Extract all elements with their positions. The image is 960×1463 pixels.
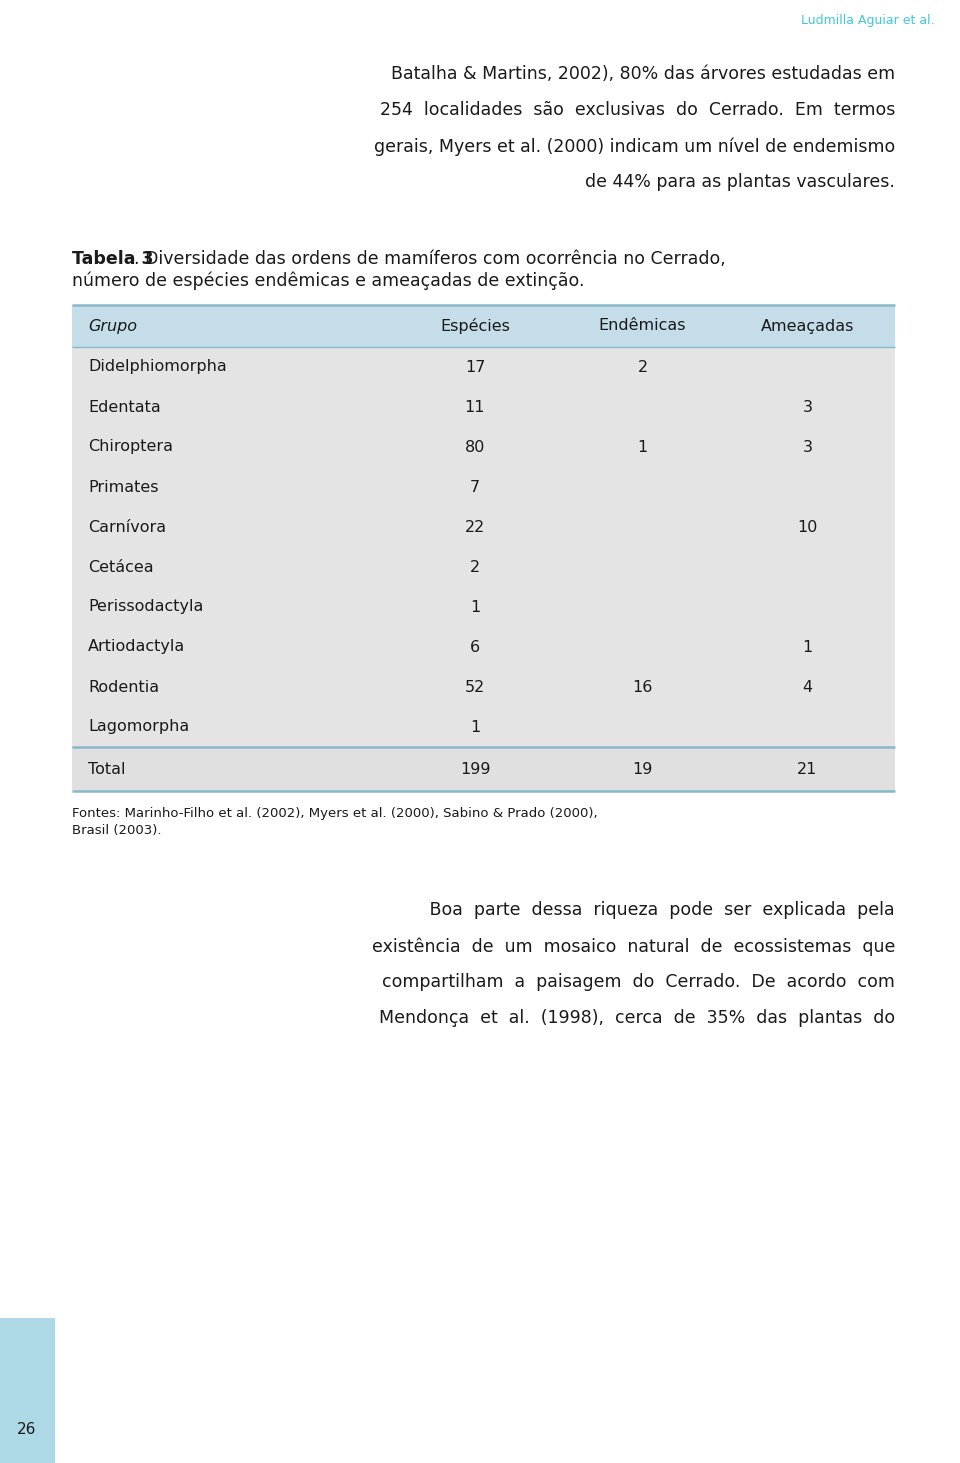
Text: Carnívora: Carnívora — [88, 519, 166, 534]
Text: 3: 3 — [803, 399, 812, 414]
Text: 16: 16 — [633, 679, 653, 695]
Bar — [72, 628, 895, 667]
Text: . Diversidade das ordens de mamíferos com ocorrência no Cerrado,: . Diversidade das ordens de mamíferos co… — [134, 250, 726, 268]
Text: Endêmicas: Endêmicas — [599, 319, 686, 334]
Text: 26: 26 — [17, 1422, 36, 1438]
Text: 80: 80 — [465, 439, 485, 455]
Text: 21: 21 — [798, 762, 818, 777]
Text: Edentata: Edentata — [88, 399, 160, 414]
Text: Ludmilla Aguiar et al.: Ludmilla Aguiar et al. — [802, 15, 935, 26]
Text: 52: 52 — [465, 679, 485, 695]
Bar — [72, 667, 895, 707]
Text: 19: 19 — [633, 762, 653, 777]
Text: 199: 199 — [460, 762, 491, 777]
Bar — [72, 427, 895, 467]
Text: Primates: Primates — [88, 480, 158, 494]
Text: 17: 17 — [465, 360, 485, 375]
Text: Fontes: Marinho-Filho et al. (2002), Myers et al. (2000), Sabino & Prado (2000),: Fontes: Marinho-Filho et al. (2002), Mye… — [72, 808, 598, 819]
Text: 2: 2 — [637, 360, 648, 375]
Text: Tabela 3: Tabela 3 — [72, 250, 154, 268]
Bar — [72, 508, 895, 547]
Text: existência  de  um  mosaico  natural  de  ecossistemas  que: existência de um mosaico natural de ecos… — [372, 936, 895, 955]
Text: Grupo: Grupo — [88, 319, 137, 334]
Text: Brasil (2003).: Brasil (2003). — [72, 824, 161, 837]
Text: número de espécies endêmicas e ameaçadas de extinção.: número de espécies endêmicas e ameaçadas… — [72, 272, 585, 291]
Text: 22: 22 — [465, 519, 485, 534]
Text: Batalha & Martins, 2002), 80% das árvores estudadas em: Batalha & Martins, 2002), 80% das árvore… — [391, 64, 895, 83]
Text: Perissodactyla: Perissodactyla — [88, 600, 204, 614]
Text: 1: 1 — [637, 439, 648, 455]
Bar — [72, 467, 895, 508]
Text: 7: 7 — [470, 480, 480, 494]
Text: Cetácea: Cetácea — [88, 559, 154, 575]
Text: 1: 1 — [469, 600, 480, 614]
Text: 6: 6 — [470, 639, 480, 654]
Bar — [72, 347, 895, 388]
Text: 3: 3 — [803, 439, 812, 455]
Text: Mendonça  et  al.  (1998),  cerca  de  35%  das  plantas  do: Mendonça et al. (1998), cerca de 35% das… — [379, 1009, 895, 1027]
Text: Total: Total — [88, 762, 126, 777]
Text: Rodentia: Rodentia — [88, 679, 159, 695]
Text: 1: 1 — [469, 720, 480, 734]
Text: 10: 10 — [798, 519, 818, 534]
Text: de 44% para as plantas vasculares.: de 44% para as plantas vasculares. — [586, 173, 895, 192]
Text: 4: 4 — [803, 679, 812, 695]
Text: Lagomorpha: Lagomorpha — [88, 720, 189, 734]
Bar — [72, 388, 895, 427]
Text: gerais, Myers et al. (2000) indicam um nível de endemismo: gerais, Myers et al. (2000) indicam um n… — [373, 138, 895, 155]
Text: Artiodactyla: Artiodactyla — [88, 639, 185, 654]
Bar — [72, 587, 895, 628]
Bar — [72, 707, 895, 748]
Bar — [72, 304, 895, 347]
Text: Didelphiomorpha: Didelphiomorpha — [88, 360, 227, 375]
Text: Espécies: Espécies — [440, 317, 510, 334]
Text: compartilham  a  paisagem  do  Cerrado.  De  acordo  com: compartilham a paisagem do Cerrado. De a… — [382, 973, 895, 990]
Text: Boa  parte  dessa  riqueza  pode  ser  explicada  pela: Boa parte dessa riqueza pode ser explica… — [402, 901, 895, 919]
Text: Chiroptera: Chiroptera — [88, 439, 173, 455]
Text: 254  localidades  são  exclusivas  do  Cerrado.  Em  termos: 254 localidades são exclusivas do Cerrad… — [379, 101, 895, 119]
Bar — [72, 547, 895, 587]
Text: Ameaçadas: Ameaçadas — [761, 319, 854, 334]
Bar — [0, 1318, 55, 1463]
Text: 1: 1 — [803, 639, 812, 654]
Text: 2: 2 — [470, 559, 480, 575]
Text: 11: 11 — [465, 399, 485, 414]
Bar — [72, 748, 895, 791]
